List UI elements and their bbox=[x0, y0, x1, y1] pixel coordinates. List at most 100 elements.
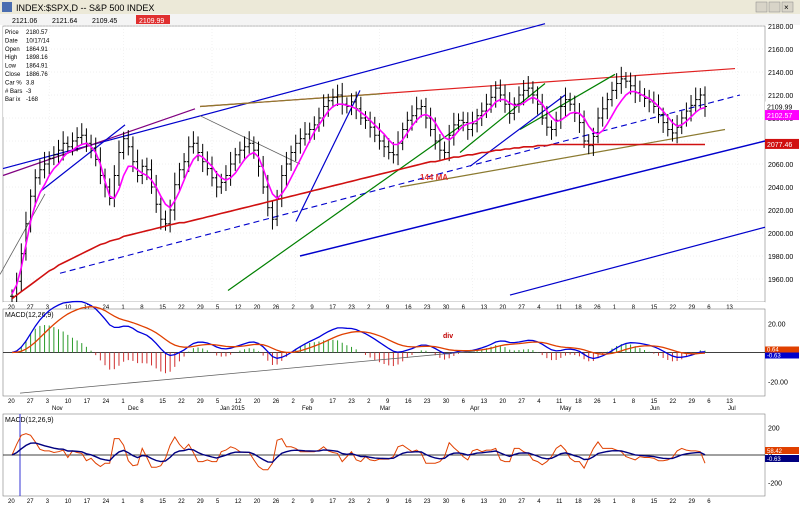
info-label: # Bars bbox=[5, 89, 22, 95]
close-icon: × bbox=[784, 3, 789, 12]
info-value: 1864.91 bbox=[26, 47, 48, 53]
macd1-x-tick-label: 23 bbox=[424, 399, 431, 405]
macd1-x-month-label: Dec bbox=[128, 406, 139, 412]
price-tick-label: 1980.00 bbox=[768, 254, 793, 261]
macd1-x-month-label: Jul bbox=[728, 406, 736, 412]
macd2-x-tick-label: 23 bbox=[424, 499, 431, 505]
info-label: Close bbox=[5, 72, 21, 78]
price-x-tick-label: 12 bbox=[235, 305, 242, 311]
macd1-x-tick-label: 30 bbox=[443, 399, 450, 405]
price-panel: 2180.002160.002140.002120.002100.002080.… bbox=[0, 23, 799, 318]
price-x-tick-label: 26 bbox=[273, 305, 280, 311]
price-x-tick-label: 20 bbox=[254, 305, 261, 311]
quote-open: 2121.06 bbox=[12, 18, 37, 25]
title-bar bbox=[0, 0, 800, 14]
price-x-tick-label: 11 bbox=[556, 305, 563, 311]
price-tick-label: 2040.00 bbox=[768, 185, 793, 192]
close-button[interactable] bbox=[781, 1, 794, 13]
info-value: -168 bbox=[26, 97, 39, 103]
macd2-tick-label: -200 bbox=[768, 480, 782, 487]
macd2-x-tick-label: 27 bbox=[518, 499, 525, 505]
info-panel: Price 2180.57 Date 10/17/14 Open 1864.91 High 1… bbox=[3, 27, 50, 117]
quote-close-badge bbox=[136, 15, 170, 24]
price-x-tick-label: 6 bbox=[462, 305, 466, 311]
quote-close: 2109.99 bbox=[139, 18, 164, 25]
price-x-tick-label: 8 bbox=[140, 305, 144, 311]
price-x-tick-label: 16 bbox=[405, 305, 412, 311]
macd2-x-tick-label: 4 bbox=[537, 499, 541, 505]
macd2-tag-b: -0.63 bbox=[767, 457, 781, 463]
price-x-tick-label: 4 bbox=[537, 305, 541, 311]
price-tick-label: 2020.00 bbox=[768, 208, 793, 215]
macd2-x-tick-label: 20 bbox=[499, 499, 506, 505]
macd1-tag-b: -0.63 bbox=[767, 354, 781, 360]
macd2-tag-a: 58.42 bbox=[767, 449, 783, 455]
green-channel bbox=[227, 124, 463, 291]
blue-up-line-3 bbox=[469, 94, 566, 167]
green-channel-2 bbox=[459, 83, 546, 153]
macd2-tag-b-bg bbox=[765, 455, 799, 462]
blue-up-line bbox=[295, 90, 361, 222]
blue-up-line-2 bbox=[39, 124, 126, 193]
price-x-tick-label: 10 bbox=[65, 305, 72, 311]
macd2-tick-label: 200 bbox=[768, 426, 780, 433]
info-label: High bbox=[5, 55, 17, 61]
macd1-x-tick-label: 15 bbox=[651, 399, 658, 405]
price-x-tick-label: 9 bbox=[386, 305, 390, 311]
info-value: 3.8 bbox=[26, 80, 35, 86]
info-label: Price bbox=[5, 30, 19, 36]
last-price-tag-bg bbox=[765, 101, 799, 112]
macd2-x-tick-label: 17 bbox=[329, 499, 336, 505]
quote-low: 2109.45 bbox=[92, 18, 117, 25]
purple-line bbox=[2, 108, 196, 177]
price-x-tick-label: 23 bbox=[424, 305, 431, 311]
price-x-tick-label: 9 bbox=[310, 305, 314, 311]
window-menu-icon[interactable] bbox=[2, 2, 12, 12]
minimize-button[interactable] bbox=[755, 1, 768, 13]
macd1-x-tick-label: 23 bbox=[348, 399, 355, 405]
outer-channel-bottom-lower bbox=[509, 226, 766, 296]
macd2-x-tick-label: 20 bbox=[8, 499, 15, 505]
macd2-x-tick-label: 12 bbox=[235, 499, 242, 505]
macd1-x-tick-label: 15 bbox=[159, 399, 166, 405]
macd1-x-month-label: Jun bbox=[650, 406, 660, 412]
macd1-x-tick-label: 27 bbox=[518, 399, 525, 405]
macd1-tick-label: -20.00 bbox=[768, 380, 788, 387]
maximize-button[interactable] bbox=[768, 1, 781, 13]
macd1-x-tick-label: 6 bbox=[462, 399, 466, 405]
macd1-x-tick-label: 26 bbox=[594, 399, 601, 405]
macd1-x-month-label: May bbox=[560, 406, 571, 412]
info-value: -3 bbox=[26, 89, 32, 95]
quote-high: 2121.64 bbox=[52, 18, 77, 25]
price-tick-label: 1960.00 bbox=[768, 277, 793, 284]
macd1-x-tick-label: 29 bbox=[197, 399, 204, 405]
ma144-line bbox=[11, 143, 705, 300]
macd2-x-tick-label: 9 bbox=[310, 499, 314, 505]
macd2-x-tick-label: 5 bbox=[216, 499, 220, 505]
macd1-tag-a: 0.64 bbox=[767, 348, 779, 354]
macd1-x-tick-label: 22 bbox=[670, 399, 677, 405]
macd2-x-tick-label: 29 bbox=[688, 499, 695, 505]
dashed-midline bbox=[59, 94, 741, 274]
macd1-x-tick-label: 10 bbox=[65, 399, 72, 405]
macd2-x-tick-label: 6 bbox=[462, 499, 466, 505]
ma-line bbox=[11, 90, 706, 295]
macd1-line bbox=[11, 300, 706, 360]
macd1-x-tick-label: 29 bbox=[688, 399, 695, 405]
macd2-x-tick-label: 1 bbox=[613, 499, 617, 505]
macd2-x-tick-label: 17 bbox=[84, 499, 91, 505]
macd2-x-tick-label: 15 bbox=[651, 499, 658, 505]
macd1-x-tick-label: 20 bbox=[254, 399, 261, 405]
macd1-x-tick-label: 27 bbox=[27, 399, 34, 405]
macd2-x-tick-label: 20 bbox=[254, 499, 261, 505]
olive-channel bbox=[199, 93, 381, 108]
macd2-x-tick-label: 8 bbox=[140, 499, 144, 505]
macd1-x-tick-label: 13 bbox=[726, 399, 733, 405]
macd2-x-tick-label: 30 bbox=[443, 499, 450, 505]
price-x-tick-label: 23 bbox=[348, 305, 355, 311]
price-x-tick-label: 6 bbox=[707, 305, 711, 311]
macd2-slow-line bbox=[11, 442, 706, 463]
macd1-x-tick-label: 8 bbox=[140, 399, 144, 405]
macd1-x-tick-label: 2 bbox=[367, 399, 371, 405]
macd1-x-tick-label: 24 bbox=[103, 399, 110, 405]
